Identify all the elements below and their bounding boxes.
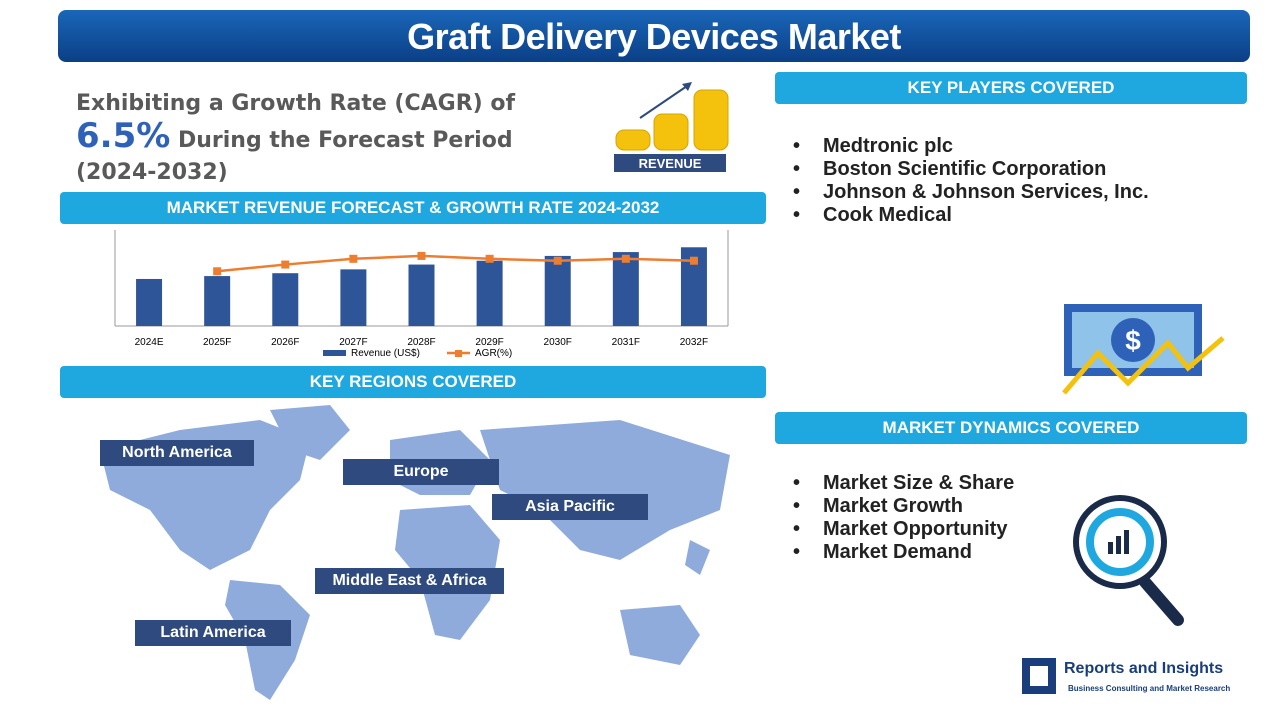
section-header: MARKET DYNAMICS COVERED (775, 412, 1247, 444)
dynamic: Market Demand (793, 541, 1014, 564)
section-header: MARKET REVENUE FORECAST & GROWTH RATE 20… (60, 192, 766, 224)
bar (272, 273, 299, 326)
bar (136, 278, 163, 326)
brand-name: Reports and Insights (1064, 660, 1223, 677)
dynamic: Market Growth (793, 495, 1014, 518)
cagr-tail: During the Forecast Period (2024-2032) (76, 128, 513, 185)
revenue-icon: REVENUE (614, 82, 729, 172)
player: Boston Scientific Corporation (793, 158, 1149, 181)
region-label: North America (100, 440, 254, 466)
player: Johnson & Johnson Services, Inc. (793, 181, 1149, 204)
brand-tagline: Business Consulting and Market Research (1068, 684, 1230, 693)
line-marker (485, 254, 494, 263)
legend-label: AGR(%) (475, 348, 512, 359)
x-tick-label: 2029F (475, 337, 503, 348)
legend-label: Revenue (US$) (351, 348, 420, 359)
line-marker (553, 256, 562, 265)
line-marker (417, 251, 426, 260)
legend-swatch (455, 350, 462, 357)
region-label: Europe (343, 459, 499, 485)
cagr-text: Exhibiting a Growth Rate (CAGR) of 6.5% … (76, 88, 596, 189)
title: Graft Delivery Devices Market (58, 10, 1250, 62)
cagr-rate: 6.5% (76, 116, 171, 156)
bar (612, 252, 639, 326)
players-list: Medtronic plc Boston Scientific Corporat… (793, 135, 1149, 227)
line-marker (349, 254, 358, 263)
x-tick-label: 2027F (339, 337, 367, 348)
magnifier-icon (1073, 495, 1184, 626)
line-marker (621, 254, 630, 263)
bar (204, 276, 231, 326)
money-icon: $ (1062, 304, 1225, 395)
legend-swatch (323, 350, 346, 356)
region-label: Asia Pacific (492, 494, 648, 520)
line-marker (689, 256, 698, 265)
svg-text:$: $ (1125, 325, 1141, 356)
cagr-lead: Exhibiting a Growth Rate (CAGR) of (76, 91, 516, 116)
x-tick-label: 2028F (407, 337, 435, 348)
dynamic: Market Opportunity (793, 518, 1014, 541)
bar (476, 260, 503, 326)
region-label: Middle East & Africa (315, 568, 504, 594)
x-tick-label: 2031F (612, 337, 640, 348)
x-tick-label: 2030F (544, 337, 572, 348)
chart: 2024E 2025F 2026F 2027F 2028F 2029F 2030F 2031F… (114, 230, 729, 359)
dynamic: Market Size & Share (793, 472, 1014, 495)
line-marker (281, 260, 290, 269)
region-label: Latin America (135, 620, 291, 646)
section-header: KEY REGIONS COVERED (60, 366, 766, 398)
icon-label: REVENUE (639, 156, 702, 171)
line (217, 254, 694, 273)
x-tick-label: 2026F (271, 337, 299, 348)
line-marker (213, 267, 222, 276)
bar (544, 255, 571, 326)
bar (340, 269, 367, 326)
x-tick-label: 2032F (680, 337, 708, 348)
x-tick-label: 2024E (135, 337, 164, 348)
section-header: KEY PLAYERS COVERED (775, 72, 1247, 104)
player: Cook Medical (793, 204, 1149, 227)
brand-logo: Reports and Insights Business Consulting… (1022, 658, 1230, 694)
player: Medtronic plc (793, 135, 1149, 158)
x-tick-label: 2025F (203, 337, 231, 348)
bar (408, 264, 435, 326)
dynamics-list: Market Size & Share Market Growth Market… (793, 472, 1014, 564)
